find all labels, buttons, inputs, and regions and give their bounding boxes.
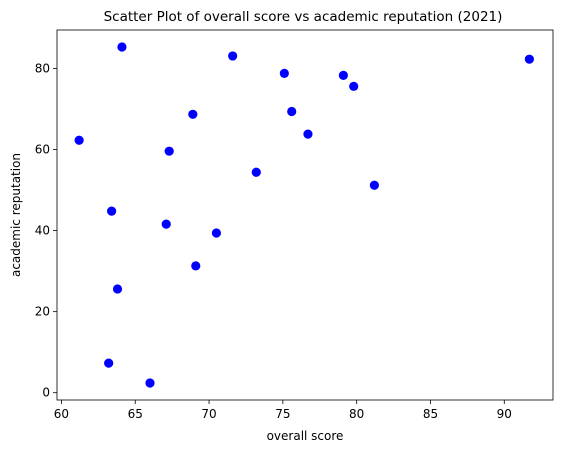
chart-title: Scatter Plot of overall score vs academi… [104, 9, 503, 25]
y-tick-label: 80 [35, 61, 50, 75]
scatter-point [303, 130, 312, 139]
x-tick-label: 60 [54, 407, 69, 421]
y-tick-label: 60 [35, 143, 50, 157]
scatter-point [349, 82, 358, 91]
scatter-point [107, 207, 116, 216]
scatter-point [162, 220, 171, 229]
y-tick-label: 40 [35, 224, 50, 238]
scatter-point [113, 284, 122, 293]
x-tick-label: 70 [201, 407, 216, 421]
y-tick-label: 20 [35, 305, 50, 319]
scatter-point [104, 359, 113, 368]
scatter-point [165, 147, 174, 156]
scatter-point [75, 136, 84, 145]
scatter-point [191, 261, 200, 270]
x-tick-label: 90 [497, 407, 512, 421]
x-axis-label: overall score [267, 429, 344, 443]
y-axis-label: academic reputation [9, 153, 23, 277]
scatter-point [339, 71, 348, 80]
x-tick-label: 80 [349, 407, 364, 421]
scatter-point [188, 110, 197, 119]
scatter-point [252, 168, 261, 177]
x-tick-label: 65 [128, 407, 143, 421]
x-tick-label: 75 [275, 407, 290, 421]
scatter-point [145, 378, 154, 387]
y-axis: 0 20 40 60 80 [35, 61, 57, 399]
plot-area [75, 42, 534, 387]
scatter-point [287, 107, 296, 116]
scatter-point [228, 51, 237, 60]
scatter-point [525, 55, 534, 64]
scatter-point [117, 42, 126, 51]
scatter-point [212, 228, 221, 237]
scatter-point [370, 181, 379, 190]
scatter-point [280, 69, 289, 78]
y-tick-label: 0 [42, 386, 50, 400]
x-axis: 60 65 70 75 80 85 90 [54, 400, 512, 421]
plot-frame [57, 30, 553, 400]
x-tick-label: 85 [423, 407, 438, 421]
